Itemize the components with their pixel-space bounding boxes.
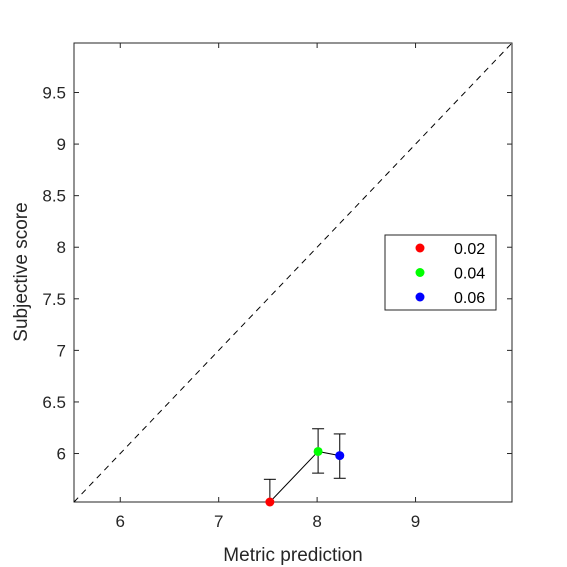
legend-marker — [415, 243, 425, 253]
x-tick-label: 9 — [411, 512, 420, 531]
legend-label: 0.04 — [454, 266, 485, 283]
y-tick-label: 8 — [57, 238, 66, 257]
y-axis-label: Subjective score — [11, 202, 32, 341]
y-tick-label: 7 — [57, 341, 66, 360]
data-point-0.02 — [265, 497, 275, 507]
y-tick-label: 9 — [57, 135, 66, 154]
y-tick-label: 7.5 — [42, 290, 66, 309]
reference-line-y-equals-x — [73, 42, 513, 503]
y-tick-label: 6.5 — [42, 393, 66, 412]
y-tick-label: 6 — [57, 445, 66, 464]
legend-marker — [415, 268, 425, 277]
data-point-0.06 — [335, 451, 345, 461]
legend-label: 0.06 — [454, 290, 485, 307]
data-point-0.04 — [313, 446, 323, 456]
legend-box — [384, 234, 497, 311]
y-tick-label: 9.5 — [42, 84, 66, 103]
y-tick-label: 8.5 — [42, 187, 66, 206]
x-tick-label: 6 — [116, 512, 125, 531]
x-tick-label: 8 — [312, 512, 321, 531]
x-axis-label: Metric prediction — [223, 545, 362, 566]
x-tick-label: 7 — [214, 512, 223, 531]
legend: 0.02 0.04 0.06 — [384, 234, 497, 311]
legend-label: 0.02 — [454, 241, 485, 258]
legend-marker — [415, 292, 425, 302]
